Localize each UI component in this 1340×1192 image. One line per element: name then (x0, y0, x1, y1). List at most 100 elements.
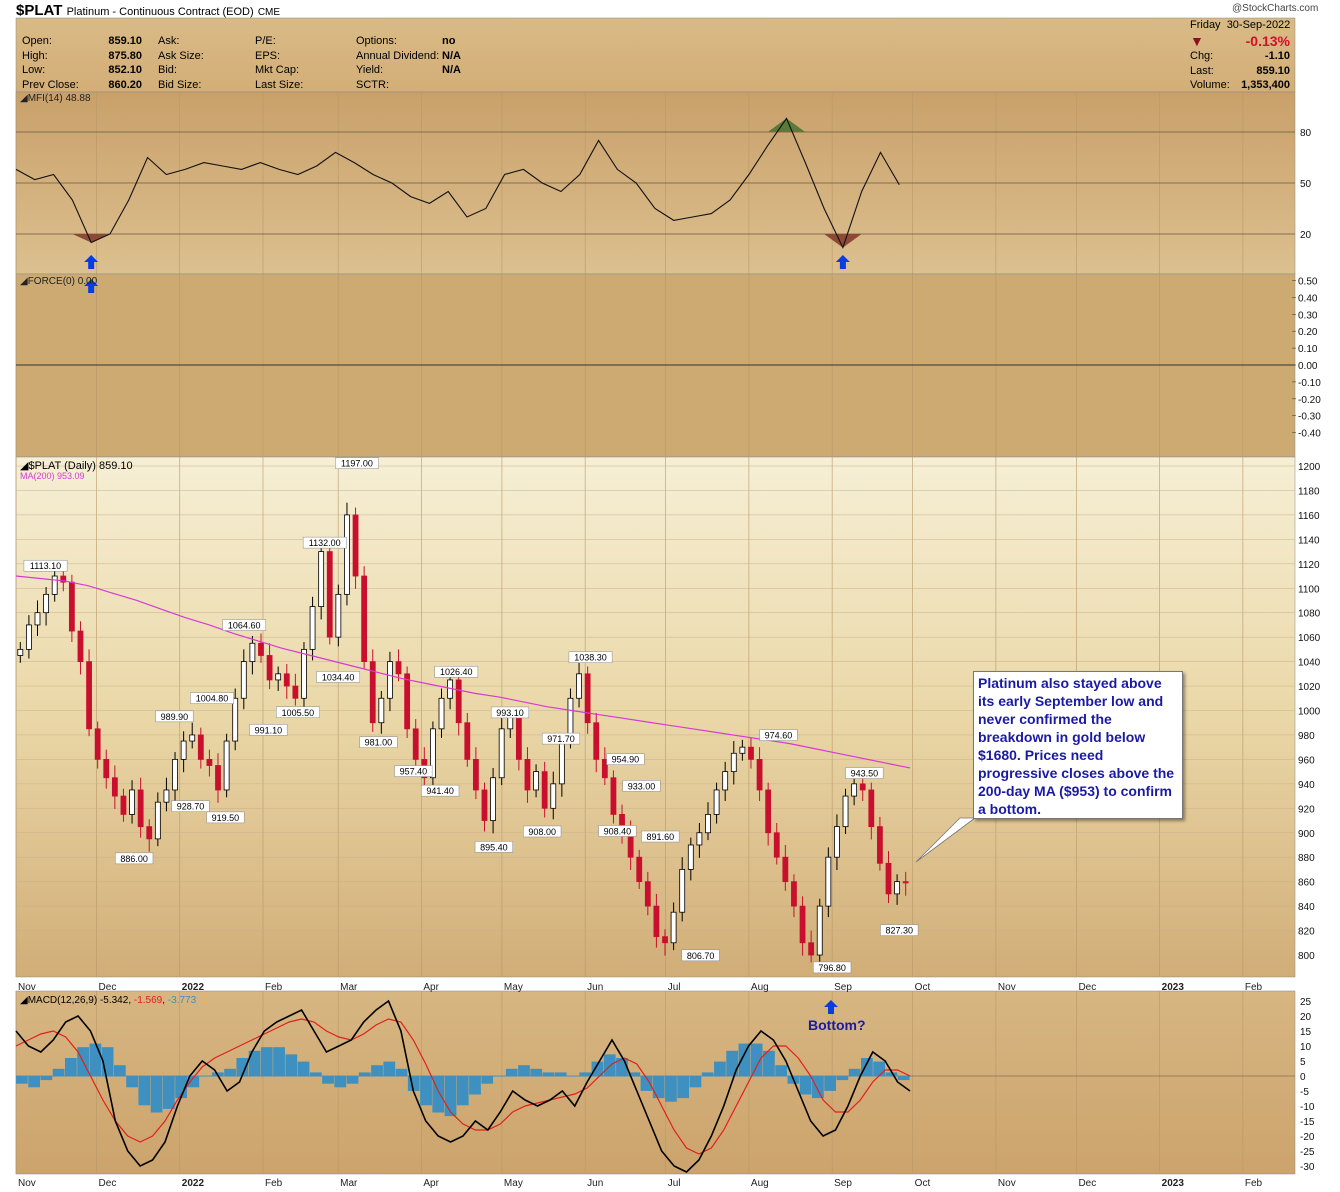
y-tick-label: 1040 (1298, 658, 1321, 669)
macd-histogram-bar (567, 1076, 579, 1077)
candle-body (773, 832, 780, 858)
candle-body (541, 771, 548, 809)
price-label: 908.00 (528, 827, 556, 837)
macd-histogram-bar (334, 1076, 347, 1088)
candle-body (670, 911, 677, 944)
macd-histogram-bar (481, 1076, 494, 1084)
x-tick-label: Dec (99, 982, 117, 993)
y-tick-label: 1000 (1298, 707, 1321, 718)
macd-histogram-bar (885, 1072, 898, 1077)
macd-histogram-bar (199, 1076, 212, 1077)
price-label-box (190, 692, 234, 704)
mfi-line (15, 117, 900, 250)
candle-body (859, 783, 866, 791)
candle-body (507, 716, 514, 730)
candle-body (86, 661, 92, 730)
candle-body (137, 789, 144, 828)
x-tick-label: Dec (99, 1178, 117, 1189)
candle-body (748, 746, 754, 760)
y-tick-label: 25 (1300, 997, 1312, 1008)
price-label-box (813, 961, 852, 974)
price-label: 933.00 (628, 781, 656, 791)
y-tick-label: -25 (1300, 1147, 1315, 1158)
candle-body (610, 777, 617, 815)
macd-histogram-bar (616, 1058, 628, 1077)
candle-body (378, 697, 385, 724)
price-label: 1034.40 (322, 672, 355, 682)
macd-histogram-bar (579, 1072, 592, 1077)
candle-body (275, 673, 282, 681)
price-label-box (541, 732, 581, 745)
x-tick-label: Jun (587, 1178, 603, 1189)
candle-body (472, 759, 479, 791)
macd-histogram-bar (358, 1072, 371, 1077)
macd-histogram-bar (113, 1065, 126, 1077)
candle-body (215, 765, 221, 791)
macd-histogram-bar (395, 1068, 408, 1077)
price-label-box (335, 457, 379, 469)
macd-histogram-bar (371, 1065, 383, 1077)
price-label: 989.90 (161, 712, 189, 722)
candle-body (481, 789, 488, 821)
quote-date: Friday 30-Sep-2022 (1190, 19, 1291, 31)
macd-histogram-bar (554, 1072, 567, 1077)
macd-histogram-bar (775, 1065, 788, 1077)
price-label: 1132.00 (309, 538, 341, 548)
y-tick-label: 820 (1298, 927, 1315, 938)
candle-body (77, 630, 84, 662)
macd-histogram-bar (260, 1047, 273, 1077)
macd-histogram-bar (591, 1061, 604, 1077)
price-label: 908.40 (604, 826, 632, 836)
macd-histogram-bar (16, 1076, 28, 1084)
price-label: 919.50 (212, 813, 240, 823)
y-tick-label: 0.40 (1298, 293, 1318, 304)
candle-body (533, 771, 539, 791)
price-label: 1197.00 (341, 459, 373, 469)
macd-histogram-bar (346, 1076, 359, 1084)
price-label: 941.40 (426, 786, 454, 796)
y-tick-label: -0.20 (1298, 395, 1321, 406)
x-tick-label: Apr (423, 1178, 439, 1189)
x-tick-label: Nov (998, 982, 1016, 993)
y-tick-label: 1180 (1298, 486, 1320, 497)
candle-body (756, 759, 763, 791)
macd-histogram-bar (542, 1072, 555, 1077)
candle-body (240, 661, 247, 699)
change-pct: ▼ -0.13% (1190, 33, 1290, 49)
candle-body (722, 771, 729, 791)
price-label: 827.30 (885, 926, 913, 936)
macd-histogram-bar (652, 1076, 665, 1099)
watermark: @StockCharts.com (1232, 3, 1319, 14)
x-tick-label: May (504, 982, 523, 993)
x-tick-label: Aug (751, 982, 769, 993)
macd-histogram-bar (138, 1076, 151, 1106)
candle-body (163, 789, 170, 803)
candle-body (223, 740, 230, 791)
macd-histogram-bar (126, 1076, 138, 1088)
bottom-label: Bottom? (808, 1017, 866, 1033)
macd-histogram-bar (505, 1068, 518, 1077)
candle-body (687, 844, 694, 870)
quote-col2: Ask: Ask Size: Bid: Bid Size: (158, 35, 204, 91)
candle-body (369, 661, 376, 724)
x-tick-label: Nov (998, 1178, 1016, 1189)
candle-body (34, 612, 41, 626)
y-tick-label: 900 (1298, 829, 1315, 840)
x-tick-label: Nov (18, 1178, 36, 1189)
up-arrow-icon (824, 1000, 838, 1014)
candle-body (765, 789, 772, 834)
macd-histogram-bar (530, 1068, 543, 1077)
price-label-box (206, 811, 245, 824)
candle-body (696, 832, 703, 846)
macd-histogram-bar (322, 1076, 334, 1084)
candle-body (430, 728, 436, 779)
y-tick-label: 940 (1298, 780, 1315, 791)
candle-body (877, 826, 883, 864)
up-arrow-icon (835, 255, 850, 269)
mfi-label: ◢MFI(14) 48.88 (20, 93, 91, 104)
macd-histogram-bar (420, 1076, 432, 1106)
y-tick-label: 860 (1298, 878, 1315, 889)
x-tick-label: Feb (265, 982, 283, 993)
macd-histogram-bar (861, 1058, 873, 1077)
quote-right: Chg: -1.10 Last: 859.10 Volume: 1,353,400 (1190, 50, 1290, 91)
